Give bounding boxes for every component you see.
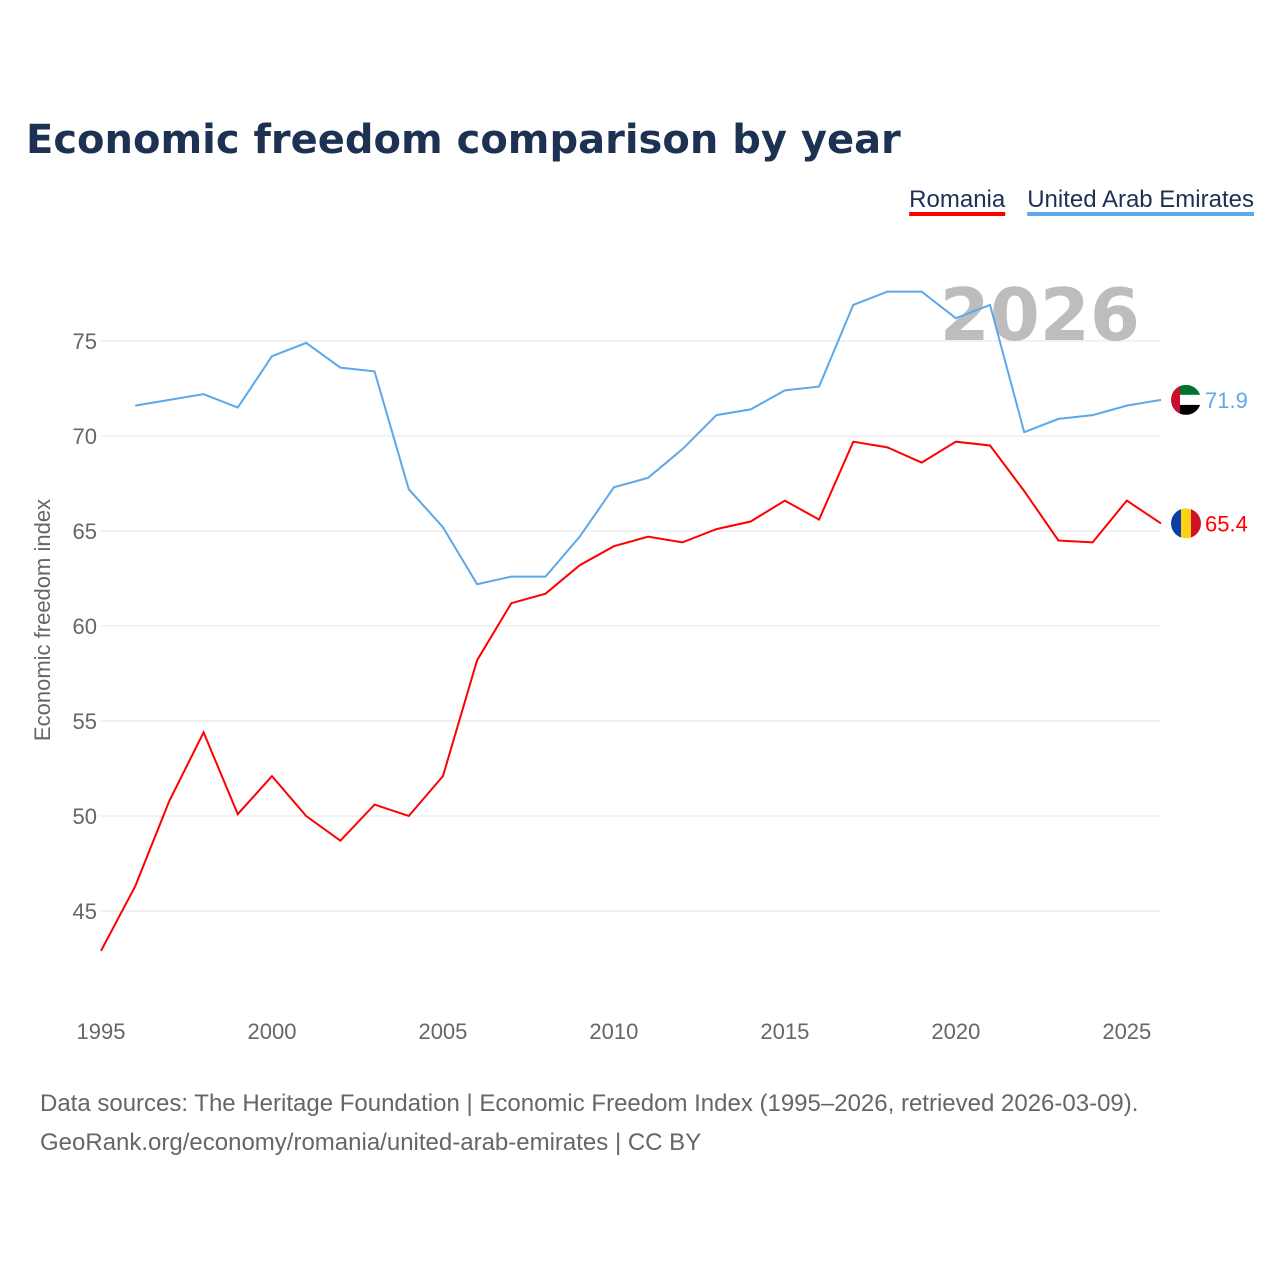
series-line-uae (135, 290, 1162, 586)
y-axis-label: Economic freedom index (30, 499, 55, 741)
source-line-2[interactable]: GeoRank.org/economy/romania/united-arab-… (40, 1129, 701, 1156)
x-tick-label: 2015 (760, 1019, 809, 1044)
year-watermark: 2026 (940, 273, 1140, 357)
legend-item-romania[interactable]: Romania (909, 186, 1006, 213)
y-tick-label: 75 (73, 329, 97, 354)
x-tick-label: 2020 (931, 1019, 980, 1044)
x-tick-label: 2025 (1102, 1019, 1151, 1044)
y-tick-label: 60 (73, 614, 97, 639)
x-tick-label: 2010 (589, 1019, 638, 1044)
series-group: 65.4 71.9 (100, 290, 1248, 952)
chart-title: Economic freedom comparison by year (26, 117, 901, 163)
source-line-1: Data sources: The Heritage Foundation | … (40, 1090, 1138, 1117)
romania-flag-icon (1171, 508, 1201, 539)
y-tick-label: 50 (73, 804, 97, 829)
y-tick-label: 45 (73, 899, 97, 924)
uae-flag-icon (1171, 384, 1201, 415)
end-value-label: 65.4 (1205, 511, 1248, 536)
end-value-label: 71.9 (1205, 388, 1248, 413)
y-tick-label: 70 (73, 424, 97, 449)
legend-item-uae[interactable]: United Arab Emirates (1027, 186, 1254, 213)
legend: United Arab Emirates Romania (909, 186, 1254, 216)
x-tick-label: 2000 (247, 1019, 296, 1044)
legend-swatch (909, 212, 1006, 216)
series-line-romania (100, 440, 1162, 952)
y-tick-label: 65 (73, 519, 97, 544)
y-tick-label: 55 (73, 709, 97, 734)
legend-swatch (1027, 212, 1254, 216)
grid: 45 50 55 60 65 70 75 1995 2000 2005 2010 2015 2020 20… (73, 329, 1161, 1044)
x-tick-label: 2005 (418, 1019, 467, 1044)
x-tick-label: 1995 (77, 1019, 126, 1044)
